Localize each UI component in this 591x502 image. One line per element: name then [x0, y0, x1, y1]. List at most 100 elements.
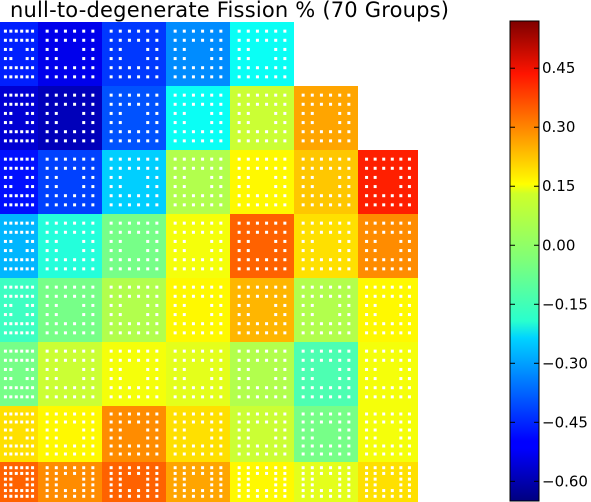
pin-dot [274, 75, 278, 79]
pin-dot [301, 111, 305, 115]
pin-dot [146, 185, 150, 189]
colorbar-tick-label: −0.45 [542, 413, 588, 431]
pin-dot [265, 466, 269, 470]
pin-dot [155, 466, 159, 470]
pin-dot [9, 102, 13, 106]
pin-dot [237, 395, 241, 399]
pin-dot [347, 494, 351, 498]
pin-dot [246, 239, 250, 243]
pin-dot [338, 102, 342, 106]
pin-dot [219, 194, 223, 198]
pin-dot [118, 249, 122, 253]
pin-dot [31, 185, 35, 189]
pin-dot [25, 258, 29, 262]
pin-dot [137, 38, 141, 42]
pin-dot [9, 395, 13, 399]
pin-dot [191, 444, 195, 448]
pin-dot [146, 239, 150, 243]
pin-dot [182, 175, 186, 179]
pin-dot [63, 444, 67, 448]
pin-dot [82, 121, 86, 125]
pin-dot [390, 294, 394, 298]
pin-dot [338, 93, 342, 97]
pin-dot [118, 412, 122, 416]
pin-dot [155, 494, 159, 498]
pin-dot [246, 166, 250, 170]
pin-dot [182, 420, 186, 424]
pin-dot [118, 349, 122, 353]
pin-dot [3, 367, 7, 371]
pin-dot [219, 258, 223, 262]
pin-dot [274, 294, 278, 298]
pin-dot [373, 294, 377, 298]
pin-dot [54, 331, 58, 335]
heatmap-cell-r5-c4 [230, 342, 294, 406]
pin-dot [127, 452, 131, 456]
pin-dot [382, 258, 386, 262]
pin-dot [399, 194, 403, 198]
pin-dot [20, 139, 24, 143]
pin-dot [20, 466, 24, 470]
pin-dot [182, 93, 186, 97]
pin-dot [182, 285, 186, 289]
pin-dot [274, 157, 278, 161]
pin-dot [237, 420, 241, 424]
pin-dot [173, 367, 177, 371]
pin-dot [319, 267, 323, 271]
pin-dot [54, 267, 58, 271]
pin-dot [63, 166, 67, 170]
pin-dot [9, 428, 13, 432]
pin-dot [347, 93, 351, 97]
pin-dot [54, 452, 58, 456]
pin-dot [274, 395, 278, 399]
pin-dot [155, 331, 159, 335]
pin-dot [9, 349, 13, 353]
pin-dot [45, 185, 49, 189]
pin-dot [20, 489, 24, 493]
pin-dot [265, 294, 269, 298]
pin-dot [9, 294, 13, 298]
pin-dot [146, 349, 150, 353]
pin-dot [310, 331, 314, 335]
pin-dot [82, 494, 86, 498]
pin-dot [14, 349, 18, 353]
pin-dot [365, 239, 369, 243]
pin-dot [390, 386, 394, 390]
pin-dot [109, 436, 113, 440]
pin-dot [82, 452, 86, 456]
pin-dot [173, 249, 177, 253]
pin-dot [329, 258, 333, 262]
pin-dot [347, 111, 351, 115]
pin-dot [390, 444, 394, 448]
pin-dot [82, 194, 86, 198]
pin-dot [31, 93, 35, 97]
pin-dot [82, 489, 86, 493]
pin-dot [63, 258, 67, 262]
pin-dot [25, 477, 29, 481]
pin-dot [301, 285, 305, 289]
pin-dot [347, 349, 351, 353]
pin-dot [390, 322, 394, 326]
pin-dot [399, 494, 403, 498]
pin-dot [20, 285, 24, 289]
pin-dot [45, 412, 49, 416]
pin-dot [255, 267, 259, 271]
pin-dot [201, 221, 205, 225]
pin-dot [109, 57, 113, 61]
pin-dot [329, 444, 333, 448]
pin-dot [73, 466, 77, 470]
pin-dot [137, 157, 141, 161]
pin-dot [9, 477, 13, 481]
pin-dot [390, 221, 394, 225]
pin-dot [274, 185, 278, 189]
pin-dot [382, 466, 386, 470]
pin-dot [155, 412, 159, 416]
pin-dot [146, 477, 150, 481]
pin-dot [265, 130, 269, 134]
pin-dot [382, 166, 386, 170]
pin-dot [25, 494, 29, 498]
pin-dot [109, 395, 113, 399]
pin-dot [255, 203, 259, 207]
pin-dot [54, 358, 58, 362]
pin-dot [310, 185, 314, 189]
